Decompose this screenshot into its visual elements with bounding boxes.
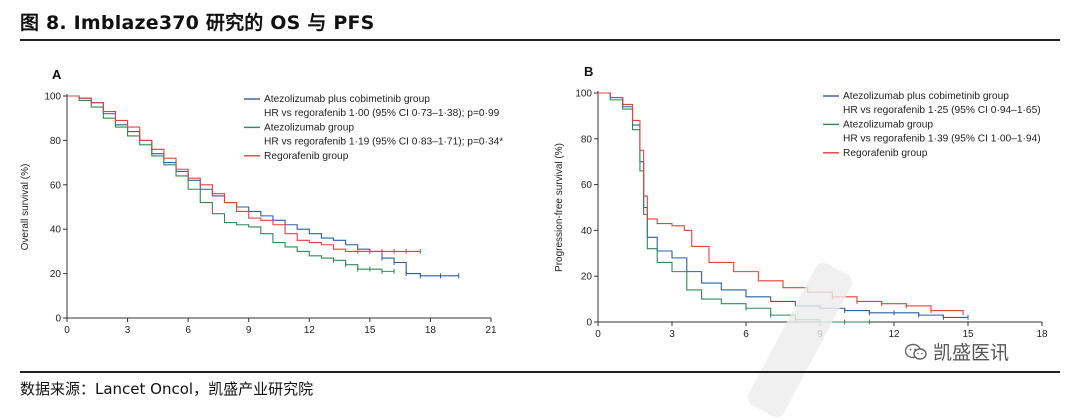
panel-b: B0204060801000369121518Progression-free …	[554, 64, 1048, 340]
legend-item: Regorafenib group	[843, 148, 928, 159]
x-tick-label: 0	[595, 329, 601, 340]
x-tick-label: 18	[1036, 329, 1048, 340]
legend-note: HR vs regorafenib 1·39 (95% CI 1·00–1·94…	[843, 134, 1041, 145]
x-tick-label: 12	[888, 329, 900, 340]
y-tick-label: 0	[586, 318, 592, 329]
y-tick-label: 20	[50, 269, 62, 280]
y-tick-label: 100	[575, 89, 592, 100]
watermark-text: 凯盛医讯	[933, 342, 1010, 364]
legend-item: Atezolizumab plus cobimetinib group	[843, 91, 1009, 102]
y-tick-label: 0	[55, 314, 61, 325]
series-0-curve	[67, 95, 459, 277]
y-tick-label: 60	[50, 180, 62, 191]
legend-item: Atezolizumab group	[264, 122, 354, 133]
x-tick-label: 6	[743, 329, 749, 340]
legend-note: HR vs regorafenib 1·19 (95% CI 0·83–1·71…	[264, 137, 503, 148]
panel-label: A	[52, 67, 62, 82]
y-tick-label: 40	[581, 226, 593, 237]
x-tick-label: 0	[64, 325, 70, 336]
source-note: 数据来源：Lancet Oncol，凯盛产业研究院	[20, 380, 314, 398]
watermark: 凯盛医讯	[905, 338, 1009, 365]
legend-note: HR vs regorafenib 1·25 (95% CI 0·94–1·65…	[843, 105, 1041, 116]
y-tick-label: 80	[50, 136, 62, 147]
panel-label: B	[584, 64, 593, 79]
x-tick-label: 12	[304, 325, 316, 336]
y-tick-label: 60	[581, 180, 593, 191]
legend-note: HR vs regorafenib 1·00 (95% CI 0·73–1·38…	[264, 108, 500, 119]
y-tick-label: 80	[581, 134, 593, 145]
x-tick-label: 3	[125, 325, 131, 336]
x-tick-label: 15	[962, 329, 974, 340]
y-tick-label: 40	[50, 225, 62, 236]
y-axis-label: Progression-free survival (%)	[554, 143, 565, 272]
x-tick-label: 9	[246, 325, 252, 336]
y-tick-label: 20	[581, 272, 593, 283]
panel-a: A 0 20 40 60 80 100 0 3 6 9 12 15 18 21 Overall surviva…	[20, 67, 503, 336]
top-rule	[20, 39, 1060, 41]
x-tick-label: 3	[669, 329, 675, 340]
x-tick-label: 6	[185, 325, 191, 336]
y-tick-label: 100	[44, 92, 61, 103]
legend-item: Atezolizumab plus cobimetinib group	[264, 94, 430, 105]
legend-item: Atezolizumab group	[843, 119, 933, 130]
figure-title: 图 8. Imblaze370 研究的 OS 与 PFS	[20, 12, 375, 34]
x-tick-label: 18	[425, 325, 437, 336]
wechat-icon	[905, 343, 927, 360]
x-tick-label: 15	[364, 325, 376, 336]
y-axis-label: Overall survival (%)	[20, 164, 31, 251]
x-tick-label: 21	[485, 325, 497, 336]
bottom-rule	[20, 371, 1060, 373]
legend-item: Regorafenib group	[264, 151, 349, 162]
series-2-curve	[67, 95, 421, 252]
